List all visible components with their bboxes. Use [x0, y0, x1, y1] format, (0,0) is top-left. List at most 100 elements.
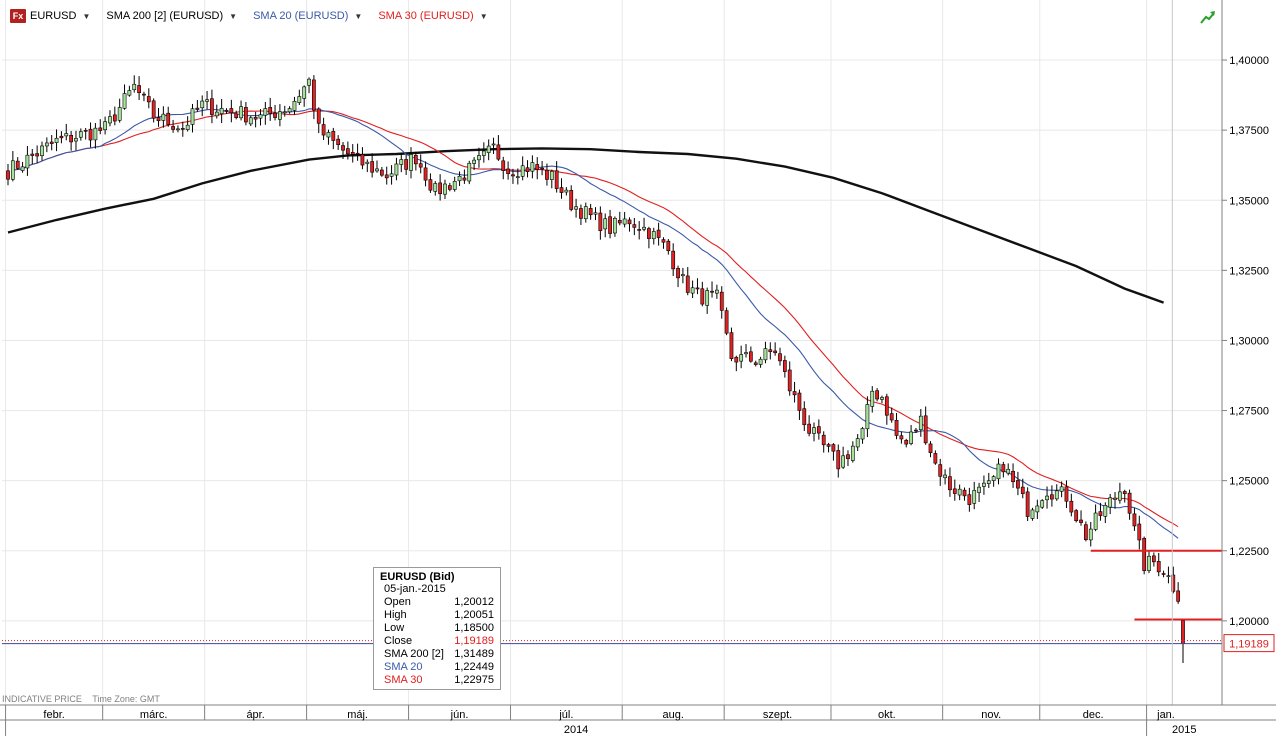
legend-item-eurusd[interactable]: EURUSD ▼	[30, 10, 90, 22]
legend-label: SMA 200 [2] (EURUSD)	[106, 10, 224, 22]
tooltip-label: SMA 200 [2]	[384, 648, 444, 660]
caret-down-icon: ▼	[479, 11, 488, 21]
candle-down	[1025, 491, 1030, 517]
candle-down	[923, 415, 928, 444]
candle-down	[59, 135, 64, 139]
candle-down	[49, 141, 54, 144]
candle-up	[214, 111, 219, 117]
candle-down	[156, 117, 161, 122]
candle-up	[176, 128, 180, 131]
candle-up	[1103, 505, 1108, 517]
tooltip-label: High	[384, 609, 407, 621]
candle-down	[112, 114, 117, 122]
month-label: márc.	[140, 709, 168, 721]
candle-down	[666, 240, 671, 252]
candle-up	[812, 427, 816, 434]
month-label: jan.	[1156, 709, 1175, 721]
candle-down	[904, 439, 909, 445]
candle-up	[108, 116, 112, 124]
candle-down	[501, 160, 506, 171]
candle-down	[846, 454, 850, 460]
candle-up	[54, 137, 59, 143]
candle-down	[724, 310, 729, 334]
candle-up	[219, 108, 224, 114]
candle-down	[35, 153, 40, 157]
support-lines	[2, 0, 1222, 705]
candle-up	[1030, 509, 1035, 519]
candle-down	[312, 79, 316, 111]
candle-down	[588, 208, 593, 216]
tooltip-row-sma200: SMA 200 [2] 1,31489	[380, 648, 494, 661]
candle-down	[1069, 500, 1074, 513]
candle-down	[525, 167, 530, 172]
candle-down	[1156, 561, 1161, 573]
sma30-line	[12, 110, 1179, 528]
legend-item-sma20[interactable]: SMA 20 (EURUSD) ▼	[253, 10, 362, 22]
candle-up	[715, 289, 719, 294]
candle-up	[190, 108, 195, 125]
candle-down	[816, 426, 821, 434]
candle-down	[559, 187, 564, 193]
candle-up	[467, 162, 472, 182]
candle-up	[1035, 505, 1040, 513]
candle-up	[10, 160, 15, 180]
candle-down	[792, 391, 797, 396]
tooltip-value: 1,31489	[454, 648, 494, 660]
tooltip-value: 1,19189	[454, 635, 494, 647]
candle-up	[127, 90, 132, 96]
candle-up	[860, 428, 865, 440]
candle-down	[447, 185, 452, 190]
candle-down	[1001, 464, 1006, 473]
candle-up	[472, 159, 476, 164]
candle-up	[865, 404, 870, 430]
candle-down	[826, 444, 831, 447]
candle-up	[375, 168, 379, 172]
legend-item-sma200[interactable]: SMA 200 [2] (EURUSD) ▼	[106, 10, 237, 22]
candle-up	[239, 106, 243, 119]
candle-up	[409, 154, 413, 171]
candle-down	[647, 228, 651, 239]
candle-up	[389, 173, 394, 177]
trend-arrow-icon[interactable]	[1199, 9, 1217, 25]
candle-down	[350, 152, 355, 155]
candle-up	[486, 145, 491, 153]
legend-item-sma30[interactable]: SMA 30 (EURUSD) ▼	[378, 10, 487, 22]
sma30-series	[12, 110, 1179, 528]
candle-down	[428, 179, 433, 191]
candle-up	[972, 490, 977, 504]
candle-down	[627, 219, 632, 225]
candle-up	[841, 455, 846, 468]
candle-up	[326, 132, 331, 138]
footer-note: INDICATIVE PRICE Time Zone: GMT	[2, 694, 168, 704]
candle-down	[676, 268, 680, 279]
tooltip-value: 1,20051	[454, 609, 494, 621]
tooltip-row-sma30: SMA 30 1,22975	[380, 674, 494, 687]
candle-up	[1093, 512, 1098, 530]
candle-down	[1050, 494, 1054, 500]
candle-down	[1176, 590, 1181, 602]
y-tick-label: 1,30000	[1229, 335, 1269, 347]
candle-down	[637, 229, 642, 231]
candle-up	[64, 133, 69, 137]
candle-down	[579, 208, 583, 219]
candle-up	[651, 231, 656, 240]
candle-up	[943, 474, 947, 479]
candle-down	[234, 113, 239, 118]
candle-down	[540, 167, 544, 170]
tooltip-value: 1,18500	[454, 622, 494, 634]
candle-up	[122, 93, 127, 109]
candle-down	[656, 229, 661, 238]
month-label: febr.	[43, 709, 64, 721]
y-tick-label: 1,20000	[1229, 616, 1269, 628]
candle-down	[899, 435, 904, 440]
candle-down	[821, 434, 826, 446]
candle-down	[195, 107, 200, 110]
candle-down	[273, 112, 277, 118]
candle-up	[452, 181, 457, 190]
candle-down	[1127, 492, 1132, 514]
month-label: okt.	[878, 709, 896, 721]
candle-up	[1118, 491, 1122, 501]
candle-down	[753, 362, 758, 365]
candle-down	[6, 170, 10, 180]
